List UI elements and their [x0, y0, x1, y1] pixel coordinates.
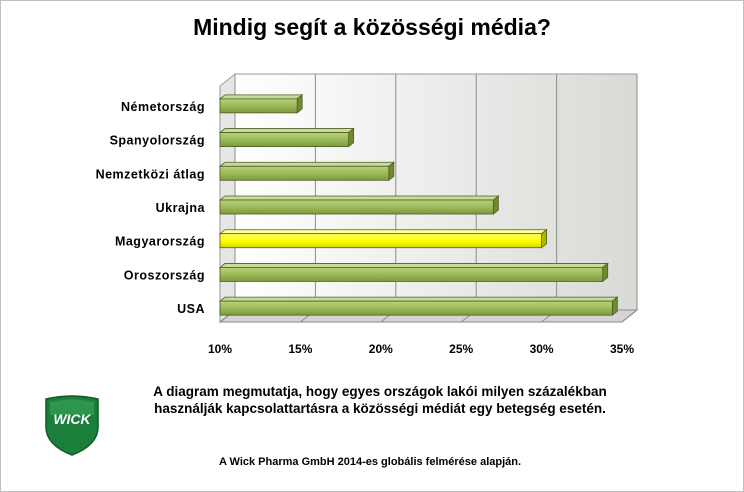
- x-tick-label: 10%: [208, 342, 232, 356]
- x-tick-label: 35%: [610, 342, 634, 356]
- bar-front: [219, 199, 494, 215]
- bar-top: [218, 128, 355, 133]
- bar-7: [218, 296, 619, 316]
- bar-1: [218, 94, 304, 114]
- category-label: Magyarország: [115, 235, 205, 249]
- bar-6: [218, 262, 609, 283]
- x-tick-label: 25%: [449, 342, 473, 356]
- chart-caption: A diagram megmutatja, hogy egyes országo…: [153, 384, 607, 416]
- logo-wordmark: WICK: [53, 411, 91, 427]
- bar-top: [218, 161, 395, 167]
- bar-top: [218, 229, 548, 235]
- bar-2: [218, 127, 355, 148]
- category-label: Nemzetközi átlag: [96, 167, 205, 181]
- bar-5: [218, 228, 548, 249]
- source-note: A Wick Pharma GmbH 2014-es globális felm…: [218, 456, 522, 468]
- chart-title: Mindig segít a közösségi média?: [193, 14, 551, 40]
- category-label: Németország: [121, 100, 205, 114]
- bar-top: [218, 296, 619, 302]
- bar-front: [219, 132, 350, 147]
- bar-4: [218, 195, 500, 215]
- x-tick-label: 30%: [530, 342, 554, 356]
- bar-front: [219, 300, 613, 316]
- category-label: USA: [177, 302, 205, 316]
- gridline-floor: [621, 309, 638, 323]
- bar-front: [219, 98, 298, 114]
- category-label: Ukrajna: [156, 201, 206, 215]
- x-tick-label: 15%: [288, 342, 312, 356]
- x-tick-label: 20%: [369, 342, 393, 356]
- category-label: Oroszország: [124, 268, 205, 282]
- bar-top: [218, 263, 609, 268]
- wick-shield-logo: WICK: [45, 395, 99, 456]
- category-label: Spanyolország: [110, 134, 205, 148]
- bar-top: [218, 94, 304, 100]
- bar-top: [218, 195, 500, 201]
- bar-front: [219, 165, 390, 181]
- bar-front: [219, 233, 543, 249]
- bar-front: [219, 267, 604, 282]
- bar-3: [218, 161, 395, 182]
